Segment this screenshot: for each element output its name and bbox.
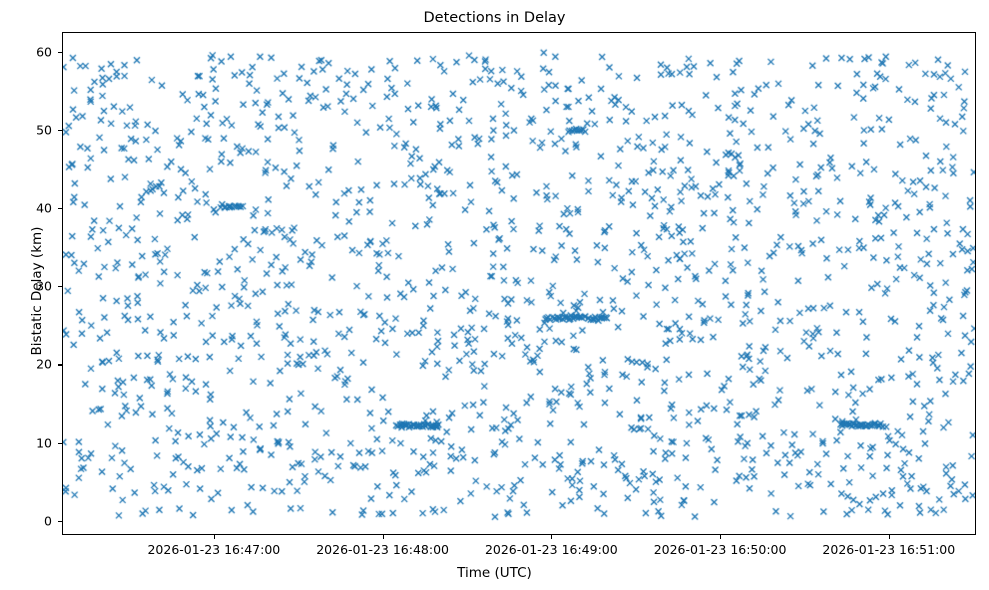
y-tick-mark (58, 129, 62, 131)
x-tick-mark (551, 535, 553, 539)
x-tick-label: 2026-01-23 16:49:00 (484, 542, 618, 557)
plot-area (62, 32, 976, 535)
x-tick-label: 2026-01-23 16:51:00 (822, 542, 956, 557)
x-tick-mark (888, 535, 890, 539)
x-tick-label: 2026-01-23 16:47:00 (147, 542, 281, 557)
x-tick-label: 2026-01-23 16:48:00 (316, 542, 449, 557)
x-axis-label: Time (UTC) (457, 565, 532, 581)
y-tick-mark (58, 520, 62, 522)
page-title: Detections in Delay (423, 10, 566, 26)
x-tick-mark (213, 535, 215, 539)
y-tick-label: 10 (36, 435, 52, 451)
y-tick-label: 30 (36, 278, 52, 294)
x-tick-mark (720, 535, 722, 539)
y-tick-label: 20 (36, 356, 52, 372)
y-tick-mark (58, 442, 62, 444)
y-tick-label: 40 (36, 200, 52, 216)
y-tick-label: 60 (36, 44, 52, 60)
x-tick-mark (382, 535, 384, 539)
y-tick-mark (58, 51, 62, 53)
y-tick-mark (58, 208, 62, 210)
y-tick-mark (58, 286, 62, 288)
x-tick-label: 2026-01-23 16:50:00 (653, 542, 787, 557)
y-tick-label: 0 (44, 513, 52, 529)
y-tick-label: 50 (36, 122, 52, 138)
scatter-series (63, 33, 975, 534)
y-tick-mark (58, 364, 62, 366)
y-axis-label: Bistatic Delay (km) (29, 226, 45, 356)
